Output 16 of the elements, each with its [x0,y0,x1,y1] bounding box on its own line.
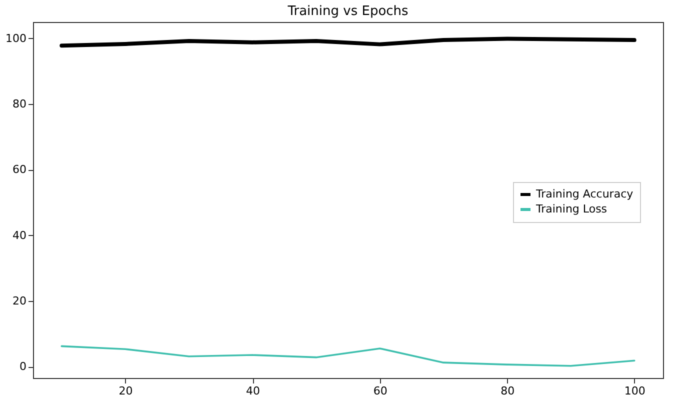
y-tick-label: 0 [20,360,26,374]
legend-label: Training Loss [535,202,608,216]
chart-title: Training vs Epochs [286,4,409,19]
x-tick-label: 100 [624,384,646,398]
y-tick-label: 80 [12,98,26,111]
x-tick-label: 20 [118,384,133,398]
y-tick-label: 100 [6,32,26,45]
x-tick-label: 60 [373,384,388,398]
legend-label: Training Accuracy [535,188,634,200]
y-tick-label: 20 [12,294,26,308]
x-tick-label: 40 [246,384,260,398]
line-series [60,36,636,48]
y-tick-label: 40 [12,228,26,242]
x-tick-label: 80 [500,384,515,398]
y-tick-label: 60 [12,163,26,176]
line-series [60,345,636,367]
